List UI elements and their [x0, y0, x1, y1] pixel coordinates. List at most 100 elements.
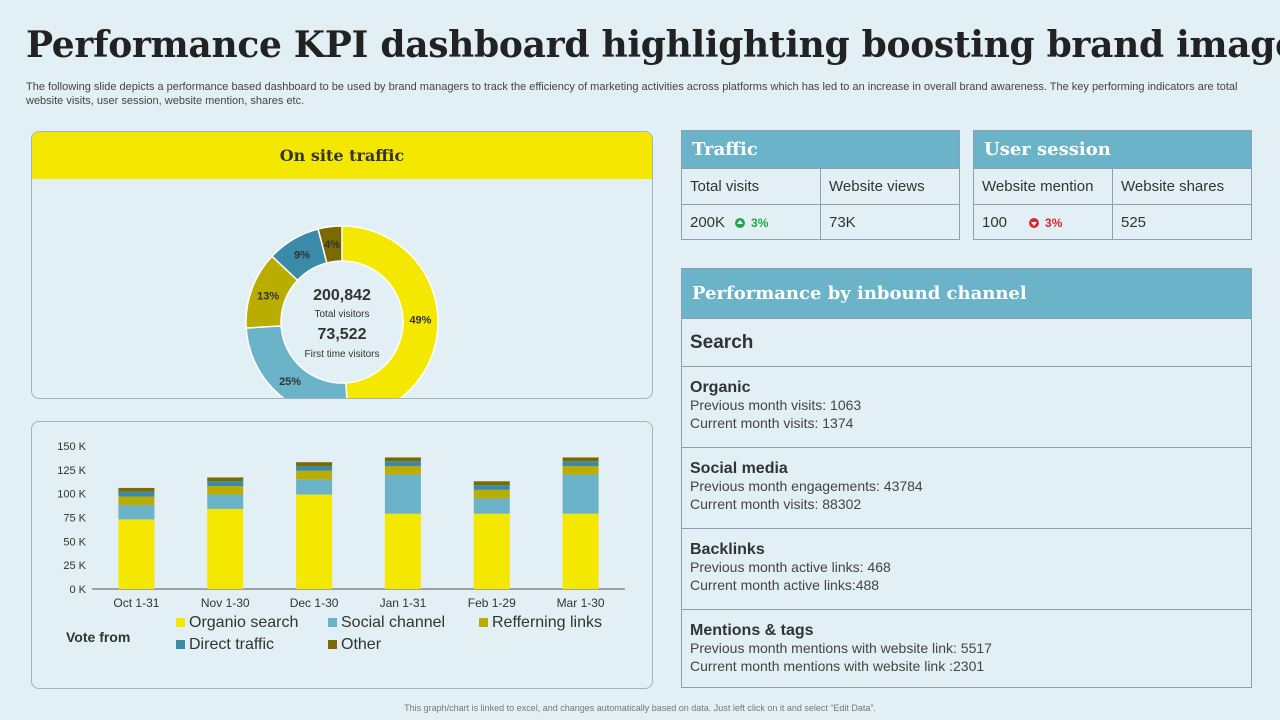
bar-segment[interactable] [562, 461, 599, 467]
inbound-channel-table: Performance by inbound channel Search Or… [681, 268, 1252, 688]
bar-segment[interactable] [207, 494, 244, 509]
bar-segment[interactable] [118, 487, 155, 492]
backlinks-block: Backlinks Previous month active links: 4… [682, 528, 1251, 609]
legend-swatch [176, 640, 185, 649]
bar-segment[interactable] [118, 496, 155, 506]
website-mention-cell: 100 3% [974, 205, 1112, 240]
total-visits-value: 200K [690, 214, 726, 231]
bar-segment[interactable] [384, 461, 421, 467]
donut-slice-label: 9% [294, 249, 310, 261]
bar-segment[interactable] [118, 519, 155, 589]
y-tick-label: 100 K [57, 489, 86, 501]
mentions-tags-previous: Previous month mentions with website lin… [690, 640, 992, 656]
bar-segment[interactable] [207, 477, 244, 482]
inbound-channel-header: Performance by inbound channel [682, 269, 1251, 318]
footnote: This graph/chart is linked to excel, and… [404, 703, 876, 713]
on-site-traffic-donut[interactable]: 49% 25% 13% 9% 4% 200,842 Total visitors 73,… [32, 179, 652, 399]
x-tick-label: Mar 1-30 [557, 596, 605, 610]
organic-block: Organic Previous month visits: 1063 Curr… [682, 366, 1251, 447]
user-session-header: User session [974, 131, 1251, 168]
x-tick-label: Dec 1-30 [290, 596, 339, 610]
on-site-traffic-panel: On site traffic 49% 25% 13% 9% 4% 200,842 To… [31, 131, 653, 399]
mentions-tags-current: Current month mentions with website link… [690, 657, 985, 674]
mentions-tags-block: Mentions & tags Previous month mentions … [682, 609, 1251, 690]
total-visits-cell: 200K 3% [682, 205, 820, 240]
bar-segment[interactable] [562, 457, 599, 462]
bar-segment[interactable] [473, 481, 510, 486]
first-time-visitors-label: First time visitors [305, 349, 380, 360]
bar-segment[interactable] [118, 505, 155, 520]
bar-segment[interactable] [384, 474, 421, 514]
x-tick-label: Oct 1-31 [113, 596, 159, 610]
bar-segment[interactable] [296, 494, 333, 589]
donut-slice-label: 25% [279, 376, 301, 388]
backlinks-previous: Previous month active links: 468 [690, 559, 891, 575]
social-media-block: Social media Previous month engagements:… [682, 447, 1251, 528]
bar-segment[interactable] [118, 491, 155, 497]
donut-slice[interactable] [341, 225, 439, 399]
website-mention-label: Website mention [982, 178, 1094, 195]
total-visits-label: Total visits [690, 178, 760, 195]
website-mention-value: 100 [982, 214, 1008, 231]
bar-segment[interactable] [207, 508, 244, 589]
bar-segment[interactable] [384, 457, 421, 462]
website-mention-change-value: 3% [1045, 215, 1063, 230]
legend-label: Direct traffic [189, 636, 274, 653]
mentions-tags-title: Mentions & tags [690, 622, 814, 639]
first-time-visitors-value: 73,522 [318, 326, 367, 343]
donut-slice-label: 13% [257, 290, 279, 302]
donut-slice-label: 49% [409, 315, 431, 327]
bar-segment[interactable] [296, 479, 333, 495]
page-title: Performance KPI dashboard highlighting b… [26, 24, 1280, 66]
bar-segment[interactable] [296, 466, 333, 471]
total-visits-change: 3% [735, 216, 768, 230]
legend-label: Other [341, 636, 382, 653]
bar-segment[interactable] [384, 466, 421, 475]
backlinks-title: Backlinks [690, 541, 765, 558]
organic-current: Current month visits: 1374 [690, 414, 854, 431]
y-tick-label: 25 K [63, 560, 86, 572]
bar-segment[interactable] [296, 470, 333, 480]
arrow-up-icon [735, 217, 746, 228]
x-tick-label: Nov 1-30 [201, 596, 250, 610]
legend-title: Vote from [66, 629, 130, 645]
y-tick-label: 125 K [57, 465, 86, 477]
y-tick-label: 75 K [63, 513, 86, 525]
arrow-down-icon [1029, 217, 1040, 228]
bar-segment[interactable] [473, 485, 510, 490]
visits-bar-chart[interactable]: 0 K 25 K 50 K 75 K 100 K 125 K 150 K Oct 1-31 N… [32, 422, 652, 688]
total-visitors-value: 200,842 [313, 287, 371, 304]
donut-slice[interactable] [317, 225, 343, 264]
legend-label: Social channel [341, 614, 445, 631]
bar-segment[interactable] [384, 513, 421, 589]
website-views-value: 73K [820, 205, 959, 240]
bar-segment[interactable] [562, 474, 599, 514]
traffic-table: Traffic Total visits Website views 200K … [681, 130, 960, 240]
bar-segment[interactable] [207, 481, 244, 487]
donut-slice-label: 4% [324, 239, 340, 251]
x-tick-label: Feb 1-29 [468, 596, 516, 610]
backlinks-current: Current month active links:488 [690, 576, 880, 593]
bar-segment[interactable] [207, 486, 244, 495]
bar-segment[interactable] [473, 489, 510, 499]
legend-swatch [328, 618, 337, 627]
organic-title: Organic [690, 379, 751, 396]
bar-segment[interactable] [562, 466, 599, 475]
website-shares-value: 525 [1112, 205, 1251, 240]
bar-segment[interactable] [473, 513, 510, 589]
website-mention-change: 3% [1029, 216, 1062, 230]
bar-segment[interactable] [473, 498, 510, 514]
y-tick-label: 0 K [69, 584, 86, 596]
total-visits-change-value: 3% [751, 215, 769, 230]
bar-segment[interactable] [562, 513, 599, 589]
social-media-title: Social media [690, 460, 788, 477]
user-session-table: User session Website mention Website sha… [973, 130, 1252, 240]
search-section-label: Search [682, 318, 1251, 366]
bar-segment[interactable] [296, 462, 333, 467]
legend-swatch [479, 618, 488, 627]
social-media-current: Current month visits: 88302 [690, 495, 862, 512]
visits-by-channel-panel: 0 K 25 K 50 K 75 K 100 K 125 K 150 K Oct 1-31 N… [31, 421, 653, 689]
y-tick-label: 50 K [63, 536, 86, 548]
legend-label: Refferning links [492, 614, 602, 631]
page-subtitle: The following slide depicts a performanc… [26, 81, 1238, 107]
